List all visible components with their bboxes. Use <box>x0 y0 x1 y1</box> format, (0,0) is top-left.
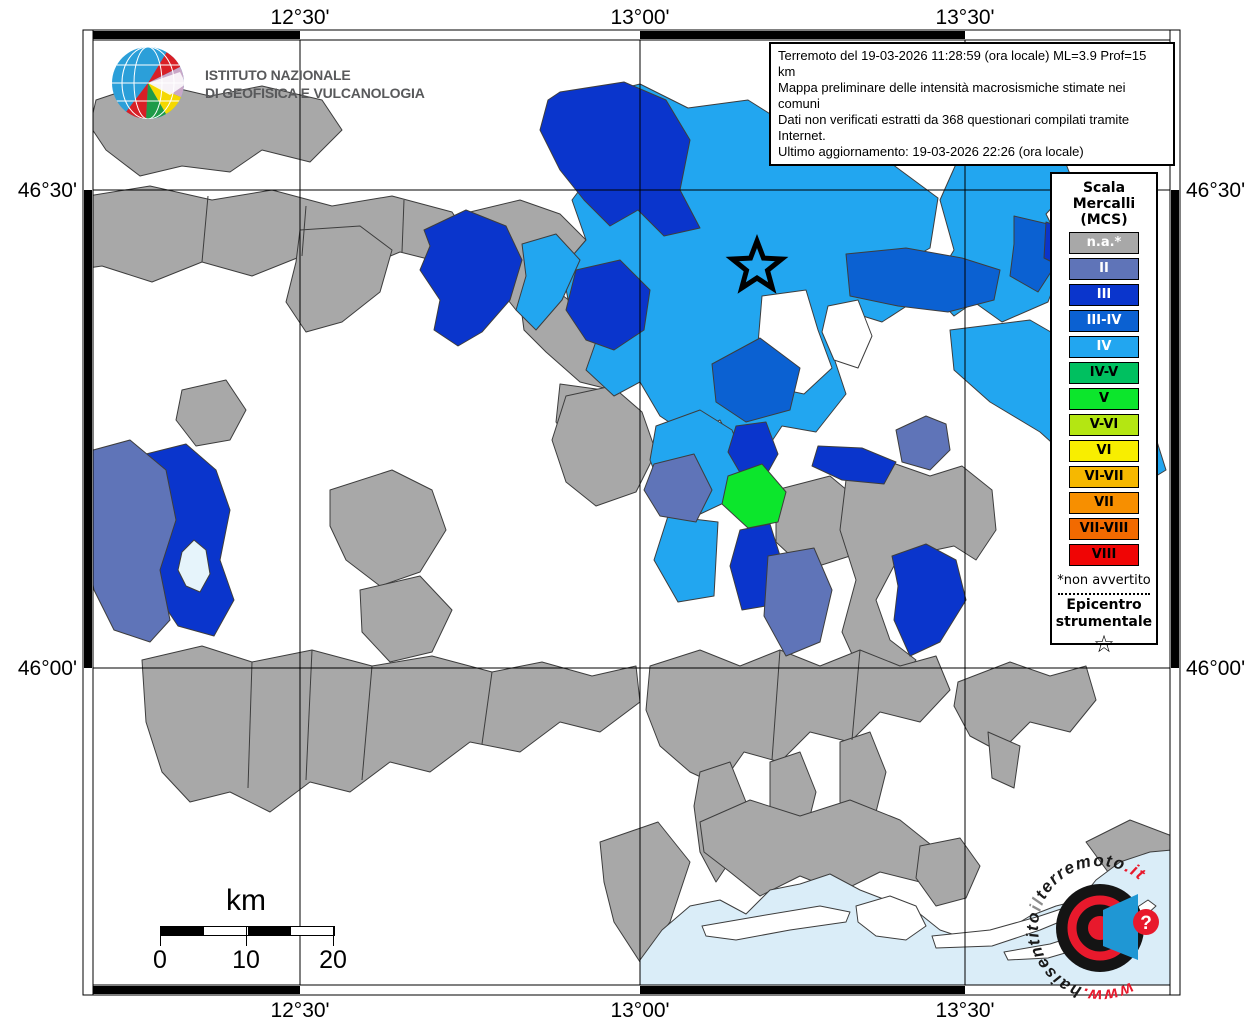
lon-label-bottom-1330: 13°30' <box>935 999 995 1022</box>
intensity-v-region <box>721 463 787 529</box>
scalebar-label-0: 0 <box>153 946 167 974</box>
legend-swatch-vii-viii: VII-VIII <box>1069 518 1139 540</box>
title-box: Terremoto del 19-03-2026 11:28:59 (ora l… <box>769 42 1175 166</box>
legend-footnote: *non avvertito <box>1057 573 1151 588</box>
lon-label-bottom-1300: 13°00' <box>610 999 670 1022</box>
scalebar-tick-10 <box>246 926 247 946</box>
legend-title: Scala Mercalli (MCS) <box>1072 180 1136 228</box>
graticule <box>93 40 1170 985</box>
ingv-name-line2: DI GEOFISICA E VULCANOLOGIA <box>205 85 425 101</box>
lat-label-right-4600: 46°00' <box>1186 657 1246 680</box>
lat-label-left-4600: 46°00' <box>17 657 77 680</box>
title-line-map: Mappa preliminare delle intensità macros… <box>778 80 1126 111</box>
legend-swatch-v: V <box>1069 388 1139 410</box>
title-line-event: Terremoto del 19-03-2026 11:28:59 (ora l… <box>778 48 1147 79</box>
municipalities-layer <box>88 81 1173 990</box>
legend-swatch-vi: VI <box>1069 440 1139 462</box>
lon-label-bottom-1230: 12°30' <box>270 999 330 1022</box>
lon-label-top-1330: 13°30' <box>935 6 995 29</box>
ingv-name-line1: ISTITUTO NAZIONALE <box>205 67 351 83</box>
lat-label-left-4630: 46°30' <box>17 179 77 202</box>
lat-label-right-4630: 46°30' <box>1186 179 1246 202</box>
lon-label-top-1230: 12°30' <box>270 6 330 29</box>
legend-swatch-iv-v: IV-V <box>1069 362 1139 384</box>
barrier-islands <box>701 895 1157 961</box>
legend-swatch-iii: III <box>1069 284 1139 306</box>
intensity-iii-iv-regions <box>711 215 1061 423</box>
scalebar <box>160 926 335 936</box>
scalebar-tick-20 <box>333 926 334 946</box>
title-line-update: Ultimo aggiornamento: 19-03-2026 22:26 (… <box>778 144 1084 159</box>
legend-epicenter-star-icon: ☆ <box>1093 630 1115 658</box>
scalebar-label-10: 10 <box>232 946 260 974</box>
legend-swatch-v-vi: V-VI <box>1069 414 1139 436</box>
scalebar-unit: km <box>226 884 266 917</box>
legend-swatch-ii: II <box>1069 258 1139 280</box>
question-badge <box>1133 909 1159 935</box>
white-enclave <box>821 299 873 369</box>
legend-divider <box>1058 593 1150 595</box>
legend-swatch-viii: VIII <box>1069 544 1139 566</box>
legend-box: Scala Mercalli (MCS) n.a.* II III III-IV… <box>1050 172 1158 657</box>
legend-swatch-iv: IV <box>1069 336 1139 358</box>
lon-label-top-1300: 13°00' <box>610 6 670 29</box>
legend-swatch-na: n.a.* <box>1069 232 1139 254</box>
scalebar-tick-0 <box>160 926 161 946</box>
ingv-logo-text: ISTITUTO NAZIONALE DI GEOFISICA E VULCAN… <box>205 66 425 102</box>
legend-swatch-vi-vii: VI-VII <box>1069 466 1139 488</box>
logo-cone <box>1103 894 1138 960</box>
lake <box>177 539 211 593</box>
title-line-data: Dati non verificati estratti da 368 ques… <box>778 112 1130 143</box>
legend-swatch-iii-iv: III-IV <box>1069 310 1139 332</box>
question-mark: ? <box>1140 913 1152 934</box>
intensity-ii-regions <box>88 415 951 657</box>
legend-epicenter-label: Epicentro strumentale <box>1055 597 1153 630</box>
legend-swatch-vii: VII <box>1069 492 1139 514</box>
intensity-iii-regions <box>137 81 1081 657</box>
ingv-logo-globe <box>112 47 184 119</box>
map-frame <box>82 29 1181 996</box>
epicenter-star-icon <box>725 233 789 294</box>
intensity-na-regions <box>88 81 1173 963</box>
scalebar-label-20: 20 <box>319 946 347 974</box>
